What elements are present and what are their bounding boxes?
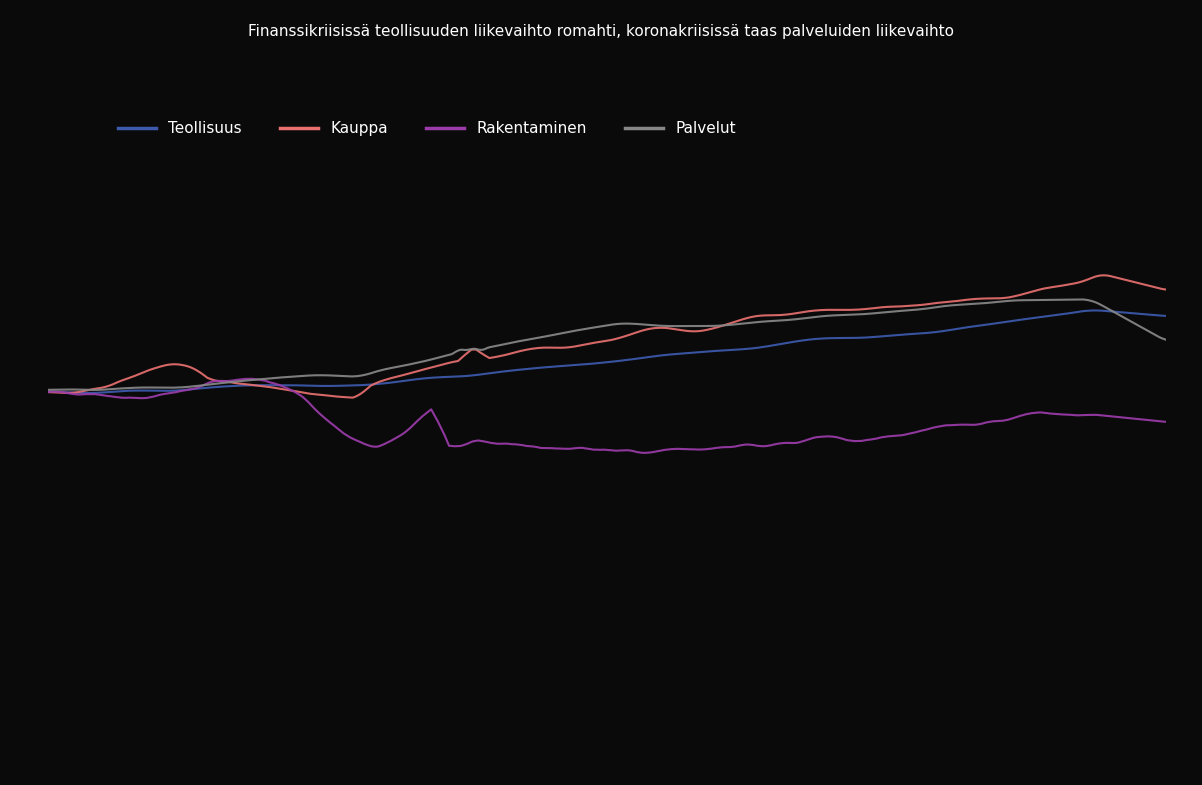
Text: Finanssikriisissä teollisuuden liikevaihto romahti, koronakriisissä taas palvelu: Finanssikriisissä teollisuuden liikevaih… bbox=[248, 24, 954, 38]
Legend: Teollisuus, Kauppa, Rakentaminen, Palvelut: Teollisuus, Kauppa, Rakentaminen, Palvel… bbox=[112, 115, 743, 142]
